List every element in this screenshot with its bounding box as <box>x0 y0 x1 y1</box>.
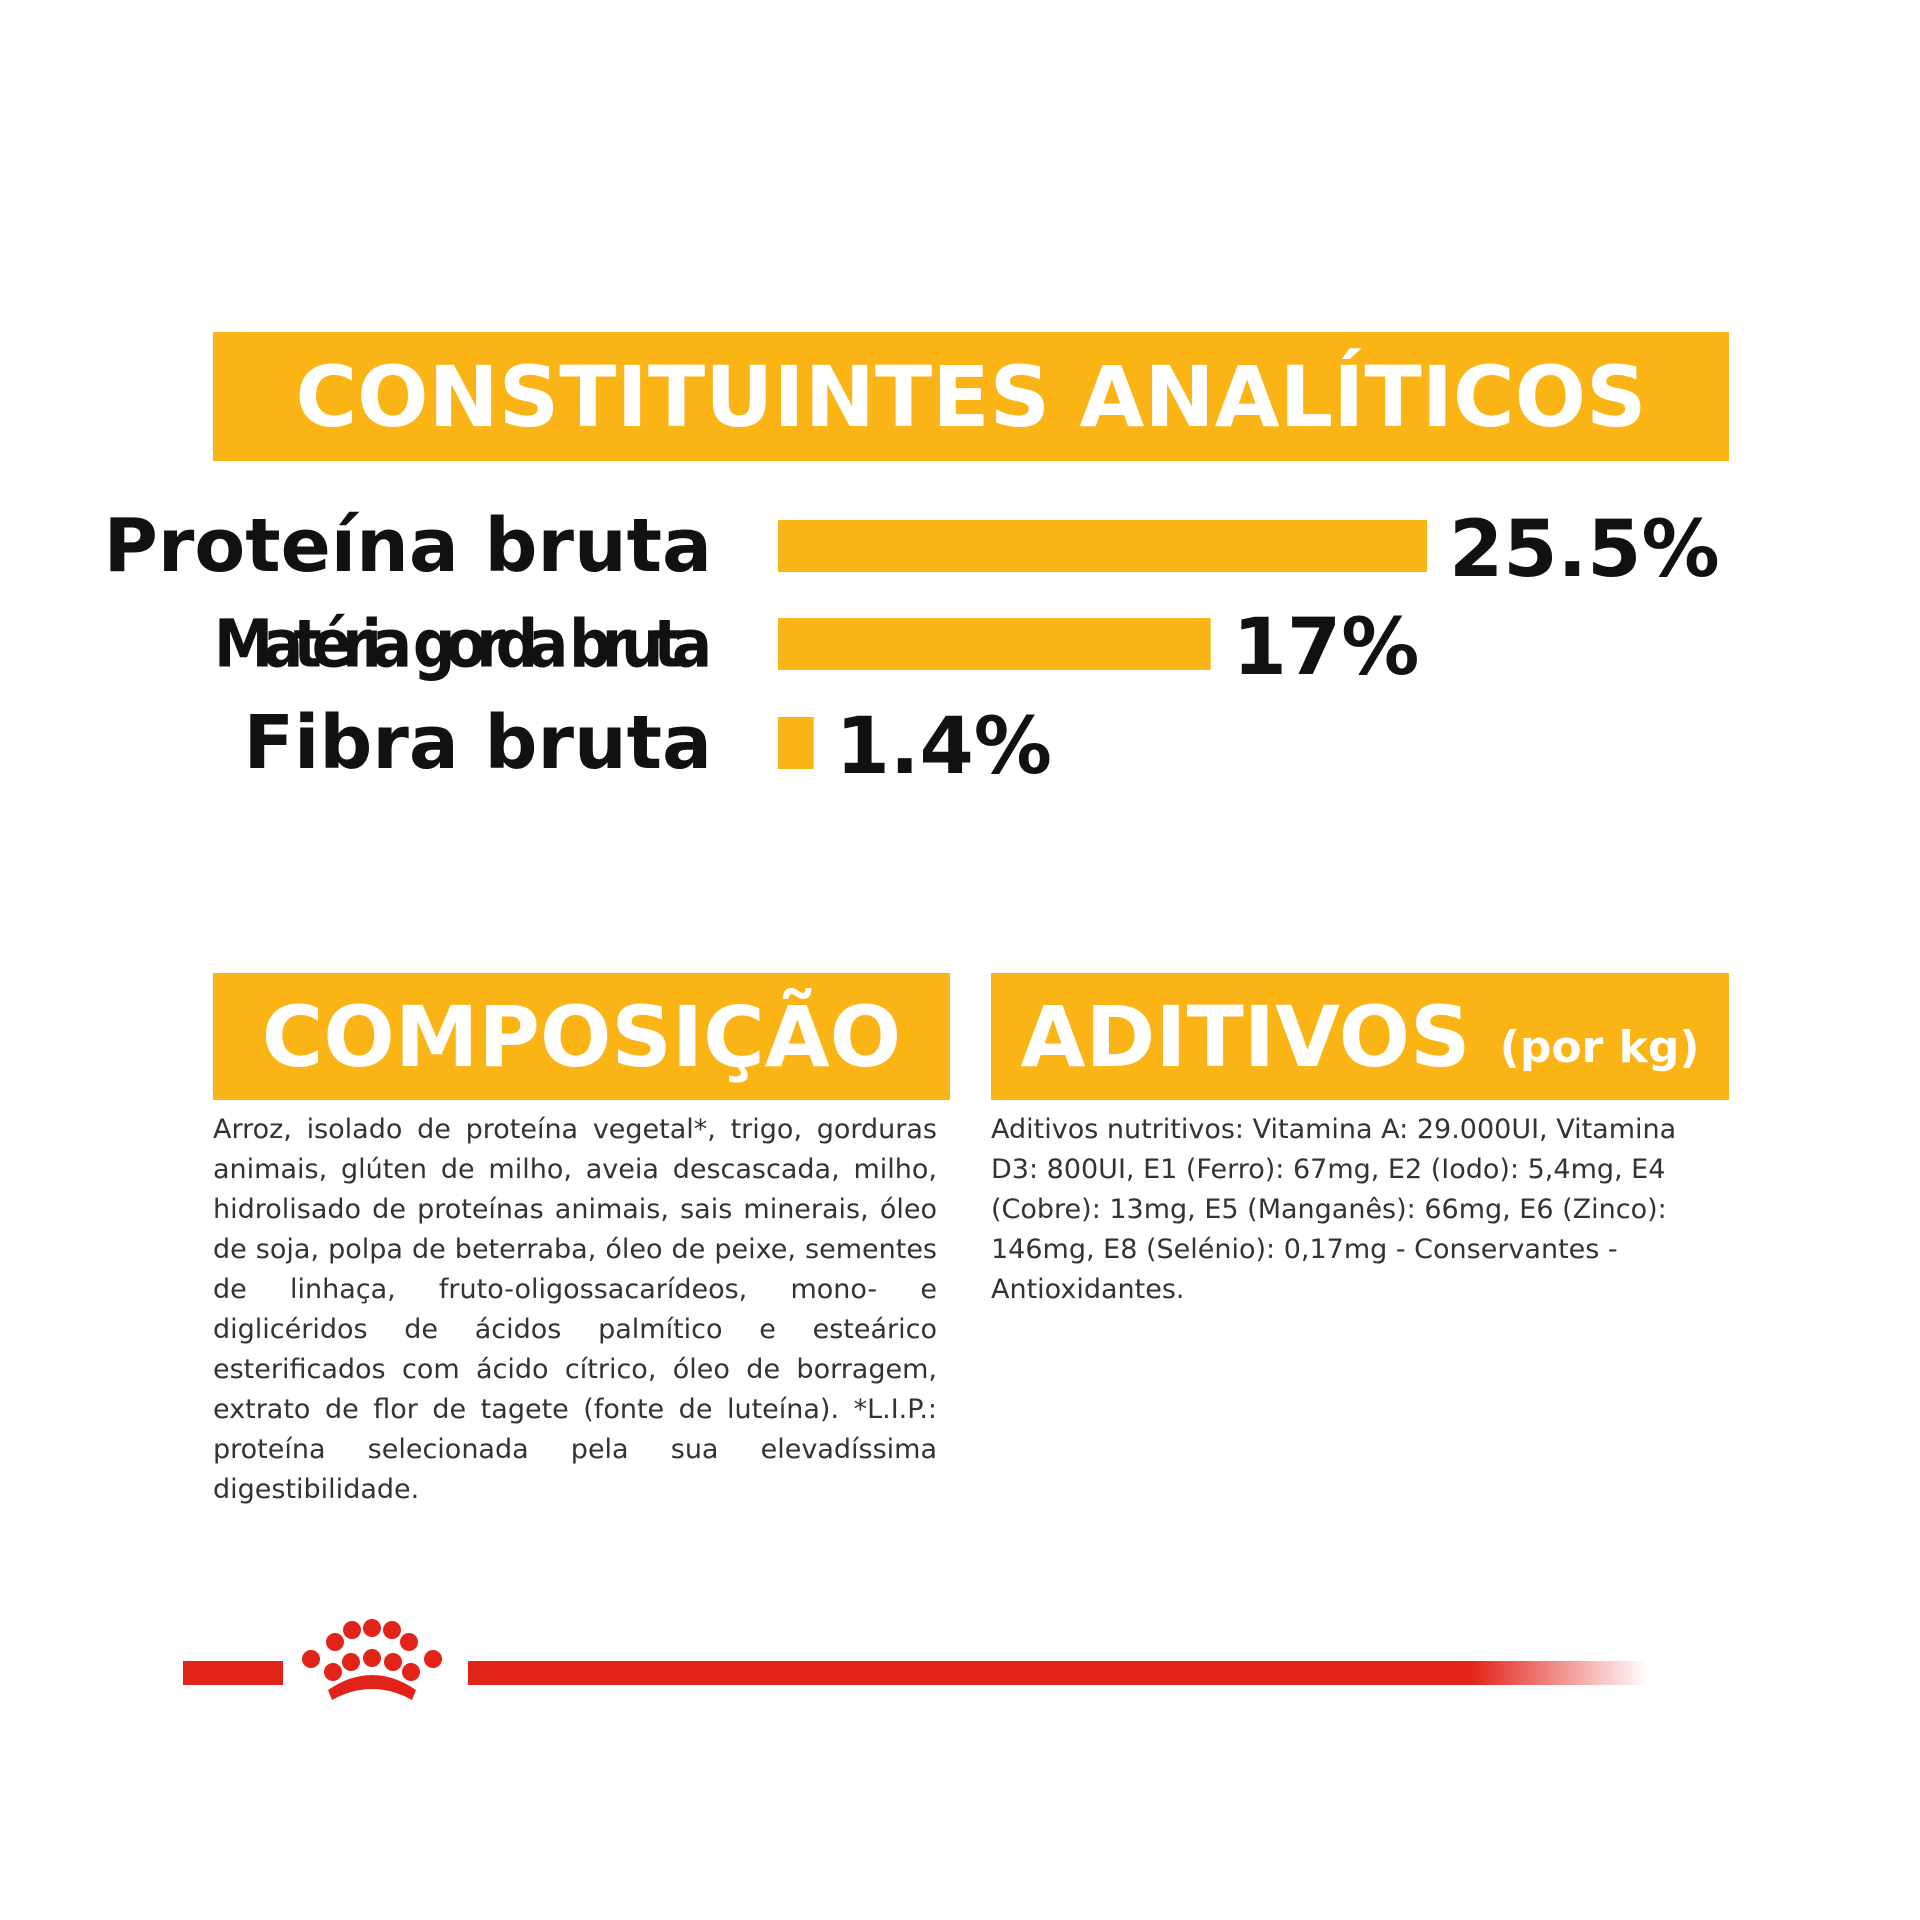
value-label: 17% <box>1233 603 1420 693</box>
composition-title: COMPOSIÇÃO <box>261 987 902 1086</box>
category-label: Matéria gorda bruta <box>214 606 712 683</box>
additives-text: Aditivos nutritivos: Vitamina A: 29.000U… <box>991 1114 1677 1305</box>
bar <box>778 717 814 769</box>
value-label: 25.5% <box>1449 505 1720 595</box>
category-label: Fibra bruta <box>243 700 712 786</box>
category-label: Proteína bruta <box>104 503 712 589</box>
bar <box>778 618 1211 670</box>
bar <box>778 520 1427 572</box>
chart-title: CONSTITUINTES ANALÍTICOS <box>295 347 1647 446</box>
value-label: 1.4% <box>836 702 1052 792</box>
section-header: CONSTITUINTES ANALÍTICOS <box>213 332 1729 461</box>
section-header: COMPOSIÇÃO <box>213 973 950 1100</box>
composition-text: Arroz, isolado de proteína vegetal*, tri… <box>213 1114 937 1505</box>
additives-title: ADITIVOS <box>1020 987 1471 1086</box>
additives-unit: (por kg) <box>1499 1022 1700 1073</box>
section-header: ADITIVOS (por kg) <box>991 973 1729 1100</box>
